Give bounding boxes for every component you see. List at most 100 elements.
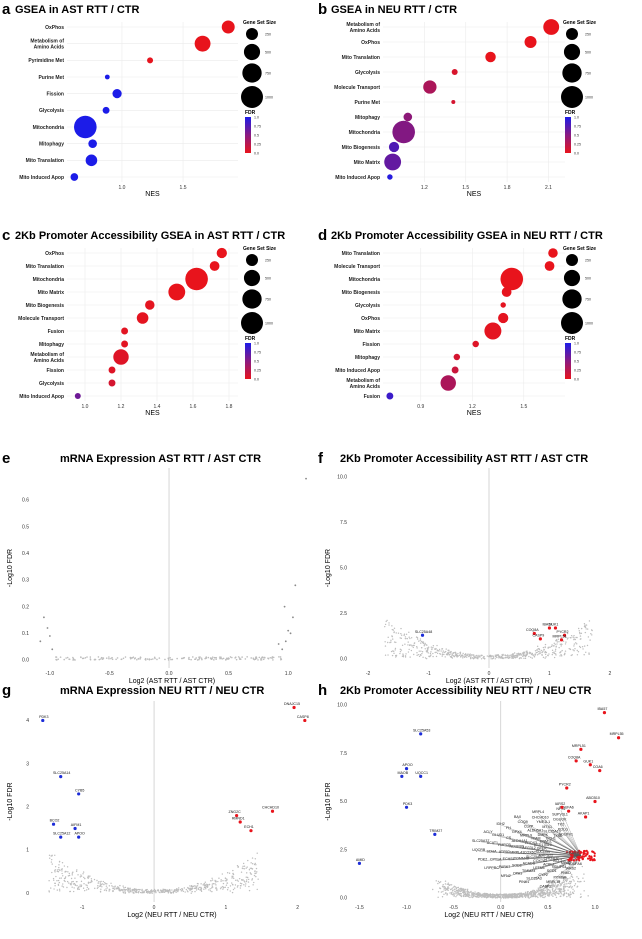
x-axis-title: Log2 (AST RTT / AST CTR) xyxy=(129,678,215,685)
background-point xyxy=(70,883,72,886)
dot-mitophagy xyxy=(88,139,97,148)
background-point xyxy=(118,887,120,890)
dot-oxphos xyxy=(524,36,537,48)
panel-title: 2Kb Promoter Accessibility GSEA in AST R… xyxy=(15,230,285,242)
background-point xyxy=(498,657,500,659)
fdr-legend-tick: 0.75 xyxy=(254,124,261,128)
background-point xyxy=(479,895,482,897)
background-point xyxy=(77,888,79,891)
background-point xyxy=(61,870,63,872)
background-point xyxy=(240,883,243,885)
gene-label: CHCHD2 xyxy=(544,857,559,861)
background-point xyxy=(505,895,507,897)
significant-point xyxy=(46,627,49,629)
dot-oxphos xyxy=(498,312,509,324)
background-point xyxy=(411,645,413,647)
background-point xyxy=(558,646,560,649)
significant-point xyxy=(39,640,42,643)
background-point xyxy=(546,888,548,890)
background-point xyxy=(67,871,69,873)
background-point xyxy=(118,889,120,891)
background-point xyxy=(195,885,197,887)
background-point xyxy=(559,882,561,885)
x-tick-label: 0 xyxy=(153,905,156,911)
background-point xyxy=(460,888,462,891)
background-point xyxy=(438,881,441,884)
background-point xyxy=(54,854,56,857)
background-point xyxy=(159,891,161,894)
background-point xyxy=(580,638,582,640)
background-point xyxy=(232,873,235,876)
background-point xyxy=(444,880,447,882)
background-point xyxy=(48,891,51,893)
background-point xyxy=(528,655,530,658)
background-point xyxy=(61,862,64,864)
background-point xyxy=(566,632,569,635)
background-point xyxy=(591,629,593,632)
background-point xyxy=(152,658,154,660)
background-point xyxy=(198,656,201,659)
background-point xyxy=(479,892,481,895)
background-point xyxy=(59,890,61,892)
background-point xyxy=(127,890,129,892)
x-tick-label: -2 xyxy=(366,671,371,677)
background-point xyxy=(580,632,583,635)
background-point xyxy=(573,643,576,645)
background-point xyxy=(574,638,576,641)
background-point xyxy=(559,889,561,891)
background-point xyxy=(148,891,150,894)
background-point xyxy=(256,852,258,854)
gene-label: GUK1 xyxy=(583,759,593,763)
background-point xyxy=(48,857,51,859)
background-point xyxy=(568,886,571,888)
background-point xyxy=(123,886,125,889)
background-point xyxy=(226,889,229,891)
highlight-point-up xyxy=(581,858,584,861)
dot-mito-biogenesis xyxy=(501,287,512,297)
highlight-point-up xyxy=(571,856,574,859)
background-point xyxy=(219,657,221,660)
background-point xyxy=(459,892,462,895)
gene-label: MRPL18 xyxy=(546,880,560,884)
gene-label: IBA57 xyxy=(543,623,553,627)
gene-label: ECHS1 xyxy=(503,857,515,861)
background-point xyxy=(582,648,584,650)
y-axis-title: -Log10 FDR xyxy=(7,782,14,820)
background-point xyxy=(576,649,578,652)
background-point xyxy=(446,883,448,886)
background-point xyxy=(250,867,253,870)
background-point xyxy=(226,879,228,881)
background-point xyxy=(200,889,202,892)
background-point xyxy=(527,896,529,898)
gene-label: CASP9 xyxy=(540,884,552,888)
label-leader xyxy=(534,855,581,880)
background-point xyxy=(447,649,449,652)
background-point xyxy=(502,896,504,899)
background-point xyxy=(218,877,220,879)
background-point xyxy=(224,886,226,889)
background-point xyxy=(585,628,587,630)
size-legend-label: 250 xyxy=(585,258,591,262)
background-point xyxy=(524,894,526,896)
background-point xyxy=(557,880,560,882)
background-point xyxy=(571,875,573,878)
background-point xyxy=(450,650,452,653)
background-point xyxy=(441,896,444,898)
background-point xyxy=(446,887,449,890)
background-point xyxy=(66,886,68,889)
background-point xyxy=(551,888,554,891)
background-point xyxy=(488,655,491,657)
background-point xyxy=(172,892,175,894)
background-point xyxy=(510,896,513,899)
background-point xyxy=(52,877,55,880)
label-leader xyxy=(538,813,581,856)
category-label: Mitophagy xyxy=(355,115,380,121)
background-point xyxy=(251,863,254,865)
background-point xyxy=(583,645,586,647)
background-point xyxy=(83,883,85,885)
panel-letter: a xyxy=(2,1,11,18)
background-point xyxy=(470,890,472,893)
background-point xyxy=(108,885,111,887)
background-point xyxy=(233,877,235,880)
background-point xyxy=(499,896,501,898)
